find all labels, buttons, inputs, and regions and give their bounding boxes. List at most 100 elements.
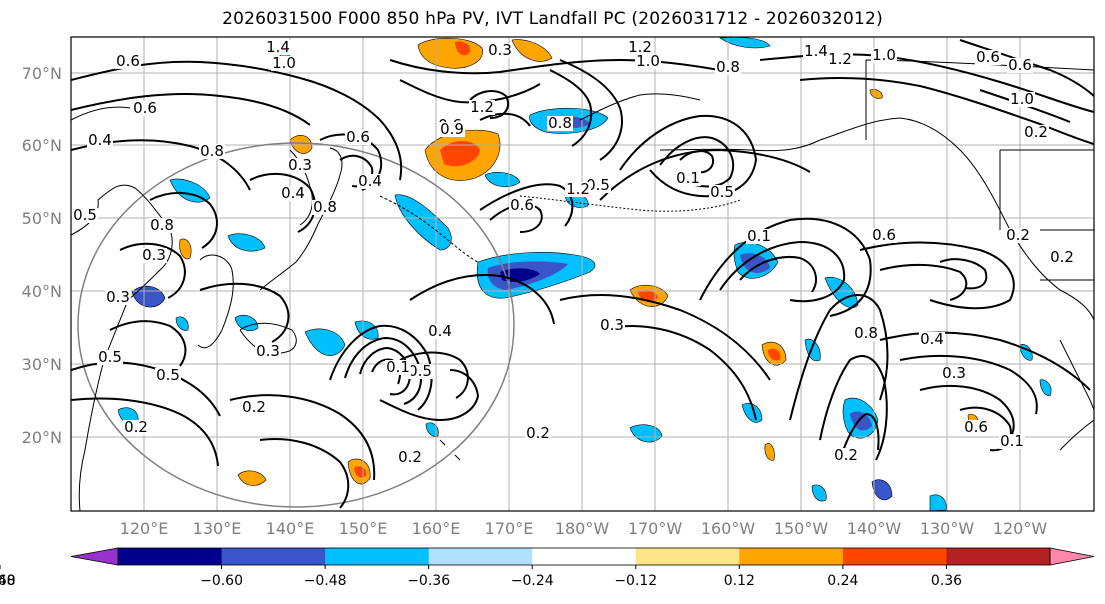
lon-label: 170°W bbox=[628, 519, 683, 538]
contour-label-bg bbox=[525, 426, 551, 441]
colorbar-tick-label: −0.12 bbox=[614, 573, 657, 589]
contour-label: 0.6 bbox=[964, 418, 988, 436]
lon-label: 130°W bbox=[920, 519, 975, 538]
colorbar-bin bbox=[739, 548, 844, 565]
contour-label: 0.6 bbox=[1008, 56, 1032, 74]
colorbar-tick-label: −0.36 bbox=[407, 573, 450, 589]
anomaly-negative bbox=[1039, 379, 1052, 397]
colorbar-extend-max bbox=[1049, 547, 1095, 566]
contour-label: 0.3 bbox=[600, 316, 624, 334]
colorbar-bin bbox=[842, 548, 947, 565]
contour-label-bg bbox=[255, 344, 281, 359]
lat-label: 20°N bbox=[22, 428, 62, 447]
anomaly-negative bbox=[824, 276, 859, 308]
contour-label-bg bbox=[345, 130, 371, 145]
contour-label-bg bbox=[141, 248, 167, 263]
colorbar-tick-label: 0.36 bbox=[931, 573, 962, 589]
contour-label-bg bbox=[199, 144, 225, 159]
contour-label-bg bbox=[97, 350, 123, 365]
contour-label: 1.0 bbox=[272, 54, 296, 72]
contour-label-bg bbox=[509, 198, 535, 213]
contour-label-bg bbox=[827, 52, 853, 67]
contour-label-bg bbox=[149, 218, 175, 233]
lon-label: 140°E bbox=[266, 519, 315, 538]
contour-label-bg bbox=[627, 40, 653, 55]
contour-label-bg bbox=[919, 332, 945, 347]
contour-label-bg bbox=[565, 182, 591, 197]
contour-label: 0.1 bbox=[1000, 432, 1024, 450]
contour-label-bg bbox=[1005, 228, 1031, 243]
contour-label: 0.5 bbox=[408, 362, 432, 380]
contour-label: 1.4 bbox=[266, 38, 290, 56]
anomaly-negative bbox=[394, 194, 452, 251]
contour-label-bg bbox=[397, 450, 423, 465]
lat-label: 30°N bbox=[22, 355, 62, 374]
landfall-circle bbox=[77, 142, 515, 508]
lon-label: 170°E bbox=[485, 519, 534, 538]
contour-label-bg bbox=[87, 133, 113, 148]
anomaly-positive bbox=[869, 89, 883, 99]
contour-label-bg bbox=[999, 434, 1025, 449]
anomaly-negative-strong bbox=[740, 253, 770, 273]
contour-label: 0.1 bbox=[676, 169, 700, 187]
graticule bbox=[71, 37, 1094, 511]
contour-label-bg bbox=[803, 44, 829, 59]
colorbar-bin bbox=[428, 548, 533, 565]
colorbar-tick-label: 0.24 bbox=[827, 573, 858, 589]
contour-label: 0.1 bbox=[747, 227, 771, 245]
contour-label-bg bbox=[357, 174, 383, 189]
contour-label-bg bbox=[265, 40, 291, 55]
contour-label-bg bbox=[599, 318, 625, 333]
colorbar-bin bbox=[532, 548, 637, 565]
contour-label-bg bbox=[427, 324, 453, 339]
contour-label: 0.3 bbox=[288, 156, 312, 174]
contour-label-bg bbox=[155, 368, 181, 383]
contour-label: 1.2 bbox=[828, 50, 852, 68]
anomaly-negative bbox=[741, 402, 763, 423]
latitude-labels: 70°N 60°N 50°N 40°N 30°N 20°N bbox=[22, 64, 62, 447]
contour-label: 0.3 bbox=[256, 342, 280, 360]
contour-label: 1.0 bbox=[636, 52, 660, 70]
anomaly-negative bbox=[629, 424, 663, 443]
anomaly-negative bbox=[929, 494, 947, 511]
coastlines bbox=[71, 59, 1094, 511]
contour-label: 0.4 bbox=[358, 172, 382, 190]
contour-label: 0.6 bbox=[133, 99, 157, 117]
anomaly-negative bbox=[234, 315, 259, 331]
contour-label-bg bbox=[1009, 92, 1035, 107]
contour-label: 0.8 bbox=[854, 324, 878, 342]
contour-label: 0.6 bbox=[346, 128, 370, 146]
contour-label: 0.6 bbox=[976, 48, 1000, 66]
contour-label-bg bbox=[487, 43, 513, 58]
contour-label-bg bbox=[287, 158, 313, 173]
colorbar-tick-label: −0.48 bbox=[304, 573, 347, 589]
colorbar-outline bbox=[117, 547, 1051, 566]
contour-label: 0.8 bbox=[313, 198, 337, 216]
contour-label-bg bbox=[312, 200, 338, 215]
contour-label-bg bbox=[132, 101, 158, 116]
contour-label-bg bbox=[585, 178, 611, 193]
anomaly-negative bbox=[227, 233, 266, 252]
contour-label-bg bbox=[709, 185, 735, 200]
contour-label: 0.5 bbox=[586, 176, 610, 194]
contour-label: 0.8 bbox=[548, 114, 572, 132]
contour-label: 0.8 bbox=[716, 58, 740, 76]
map-title: 2026031500 F000 850 hPa PV, IVT Landfall… bbox=[222, 9, 883, 29]
colorbar-tick-label: 0.60 bbox=[0, 573, 16, 589]
contour-label: 0.6 bbox=[872, 226, 896, 244]
lon-label: 120°E bbox=[120, 519, 169, 538]
contour-label: 1.4 bbox=[804, 42, 828, 60]
lon-label: 130°E bbox=[193, 519, 242, 538]
contour-label-bg bbox=[123, 420, 149, 435]
contour-label: 1.2 bbox=[566, 180, 590, 198]
contour-label-bg bbox=[675, 171, 701, 186]
contour-label: 0.5 bbox=[98, 348, 122, 366]
contour-label: 0.2 bbox=[398, 448, 422, 466]
contour-label: 1.2 bbox=[628, 38, 652, 56]
contour-label: 0.5 bbox=[156, 366, 180, 384]
lat-label: 70°N bbox=[22, 64, 62, 83]
contour-label: 1.2 bbox=[470, 98, 494, 116]
anomaly-negative bbox=[304, 328, 346, 356]
contour-label-bg bbox=[469, 100, 495, 115]
